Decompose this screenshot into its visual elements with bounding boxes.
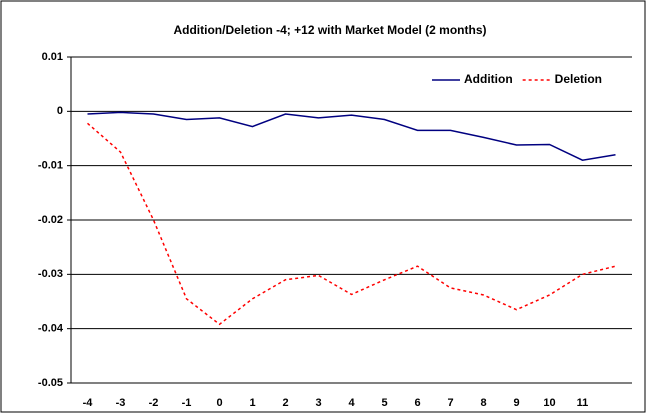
x-tick-label: -2 <box>149 397 159 409</box>
y-tick-label: -0.02 <box>38 214 63 226</box>
y-tick-label: -0.04 <box>38 323 64 335</box>
x-tick-label: 4 <box>348 397 355 409</box>
x-tick-label: 9 <box>513 397 519 409</box>
x-tick-label: 5 <box>381 397 387 409</box>
chart-title: Addition/Deletion -4; +12 with Market Mo… <box>173 23 486 37</box>
x-tick-label: 10 <box>543 397 555 409</box>
x-tick-label: 1 <box>249 397 255 409</box>
x-tick-label: 11 <box>577 397 589 409</box>
y-tick-label: -0.01 <box>38 160 63 172</box>
x-tick-label: -1 <box>182 397 192 409</box>
legend-label: Deletion <box>555 72 602 86</box>
y-tick-label: 0.01 <box>42 51 63 63</box>
x-tick-label: 8 <box>480 397 486 409</box>
legend-label: Addition <box>464 72 513 86</box>
x-tick-label: 2 <box>282 397 288 409</box>
x-tick-label: 0 <box>216 397 222 409</box>
x-tick-label: -4 <box>83 397 94 409</box>
y-tick-label: -0.03 <box>38 268 63 280</box>
x-tick-label: -3 <box>116 397 126 409</box>
x-tick-label: 6 <box>414 397 420 409</box>
y-tick-label: -0.05 <box>38 377 63 389</box>
x-tick-label: 3 <box>315 397 321 409</box>
y-tick-label: 0 <box>57 105 63 117</box>
series-line <box>87 122 616 326</box>
series-line <box>87 111 616 162</box>
x-tick-label: 7 <box>447 397 453 409</box>
